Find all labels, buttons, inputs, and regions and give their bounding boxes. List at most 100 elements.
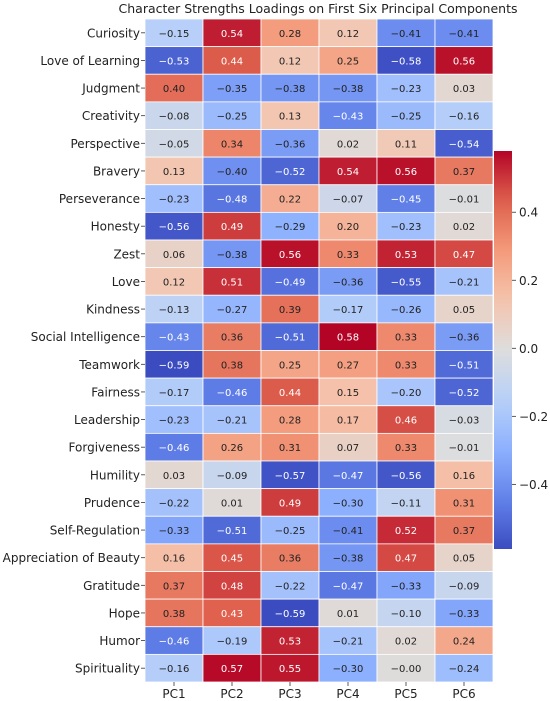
row-label: Perspective	[71, 137, 141, 151]
cell-value-label: 0.44	[221, 56, 243, 67]
heatmap-cell	[434, 350, 494, 379]
heatmap-cell	[144, 350, 204, 379]
cell-value-label: −0.45	[391, 195, 422, 206]
heatmap-cell	[434, 184, 494, 213]
cell-value-label: −0.51	[217, 526, 248, 537]
heatmap-cell	[434, 626, 494, 655]
heatmap-cell	[260, 184, 320, 213]
cell-value-label: 0.13	[279, 112, 301, 123]
heatmap-cell	[202, 460, 262, 490]
heatmap-cell	[434, 515, 494, 545]
row-label: Fairness	[91, 385, 140, 399]
cell-value-label: 0.46	[395, 416, 417, 427]
heatmap-cell	[202, 73, 262, 103]
cell-value-label: 0.07	[337, 443, 359, 454]
heatmap-cell	[376, 543, 436, 572]
colorbar-gradient	[494, 151, 512, 549]
cell-value-label: −0.49	[275, 277, 306, 288]
cell-value-label: −0.46	[217, 388, 248, 399]
cell-value-label: 0.31	[453, 498, 475, 509]
heatmap-cell	[376, 405, 436, 434]
heatmap-cell	[318, 405, 378, 434]
heatmap-cell	[434, 488, 494, 517]
cell-value-label: −0.38	[275, 84, 306, 95]
cell-value-label: −0.16	[449, 112, 480, 123]
heatmap-cell	[376, 432, 436, 462]
cell-value-label: −0.11	[391, 498, 422, 509]
heatmap-cell	[144, 543, 204, 572]
cell-value-label: −0.25	[391, 112, 422, 123]
cell-value-label: −0.17	[333, 305, 364, 316]
cell-value-label: 0.47	[395, 554, 417, 565]
heatmap-cell	[144, 18, 204, 48]
cell-value-label: −0.51	[449, 360, 480, 371]
cell-value-label: 0.03	[453, 84, 475, 95]
cell-value-label: −0.57	[275, 471, 306, 482]
heatmap-cell	[434, 46, 494, 75]
cell-value-label: −0.46	[159, 637, 190, 648]
heatmap-cell	[434, 653, 494, 683]
cell-value-label: −0.21	[217, 416, 248, 427]
cell-value-label: 0.49	[221, 222, 243, 233]
heatmap-cell	[318, 460, 378, 490]
cell-value-label: 0.25	[337, 56, 359, 67]
heatmap-cell	[376, 598, 436, 628]
cell-value-label: −0.01	[449, 443, 480, 454]
heatmap-cell	[318, 101, 378, 130]
cell-value-label: −0.30	[333, 664, 364, 675]
row-label: Appreciation of Beauty	[3, 551, 140, 565]
heatmap-cell	[318, 377, 378, 407]
cell-value-label: −0.29	[275, 222, 306, 233]
heatmap-cell	[260, 460, 320, 490]
cell-value-label: 0.38	[221, 360, 243, 371]
cell-value-label: 0.56	[395, 167, 417, 178]
heatmap-cell	[260, 129, 320, 158]
row-label: Love	[112, 275, 140, 289]
cell-value-label: −0.38	[333, 84, 364, 95]
heatmap-cell	[318, 211, 378, 241]
heatmap-cell	[202, 350, 262, 379]
row-label: Leadership	[74, 413, 140, 427]
heatmap-cell	[202, 101, 262, 130]
heatmap-cell	[202, 18, 262, 48]
heatmap-cell	[318, 46, 378, 75]
cell-value-label: 0.33	[395, 443, 417, 454]
colorbar-tick-label: 0.0	[519, 342, 538, 356]
heatmap-cell	[260, 488, 320, 517]
cell-value-label: −0.00	[391, 664, 422, 675]
cell-value-label: −0.59	[275, 609, 306, 620]
cell-value-label: 0.12	[337, 29, 359, 40]
row-label: Gratitude	[83, 579, 140, 593]
heatmap-cell	[202, 239, 262, 269]
cell-value-label: −0.41	[449, 29, 480, 40]
heatmap-cell	[144, 101, 204, 130]
cell-value-label: −0.59	[159, 360, 190, 371]
cell-value-label: −0.52	[275, 167, 306, 178]
cell-value-label: 0.02	[337, 139, 359, 150]
colorbar-tick-label: −0.2	[519, 410, 548, 424]
cell-value-label: 0.12	[163, 277, 185, 288]
cell-value-label: 0.22	[279, 195, 301, 206]
cell-value-label: −0.09	[217, 471, 248, 482]
heatmap-cell	[318, 543, 378, 572]
cell-value-label: −0.17	[159, 388, 190, 399]
heatmap-cell	[202, 322, 262, 351]
cell-value-label: −0.16	[159, 664, 190, 675]
cell-value-label: 0.17	[337, 416, 359, 427]
heatmap-cell	[434, 460, 494, 490]
heatmap-cell	[376, 211, 436, 241]
heatmap-cell	[318, 322, 378, 351]
cell-value-label: −0.36	[275, 139, 306, 150]
cell-value-label: −0.41	[333, 526, 364, 537]
cell-value-label: −0.23	[159, 195, 190, 206]
row-label: Creativity	[82, 109, 140, 123]
cell-value-label: −0.43	[333, 112, 364, 123]
heatmap-cell	[434, 211, 494, 241]
cell-value-label: −0.43	[159, 333, 190, 344]
heatmap-cell	[202, 626, 262, 655]
cell-value-label: −0.21	[449, 277, 480, 288]
cell-value-label: −0.07	[333, 195, 364, 206]
heatmap-cell	[144, 653, 204, 683]
cell-value-label: 0.01	[221, 498, 243, 509]
cell-value-label: −0.20	[391, 388, 422, 399]
